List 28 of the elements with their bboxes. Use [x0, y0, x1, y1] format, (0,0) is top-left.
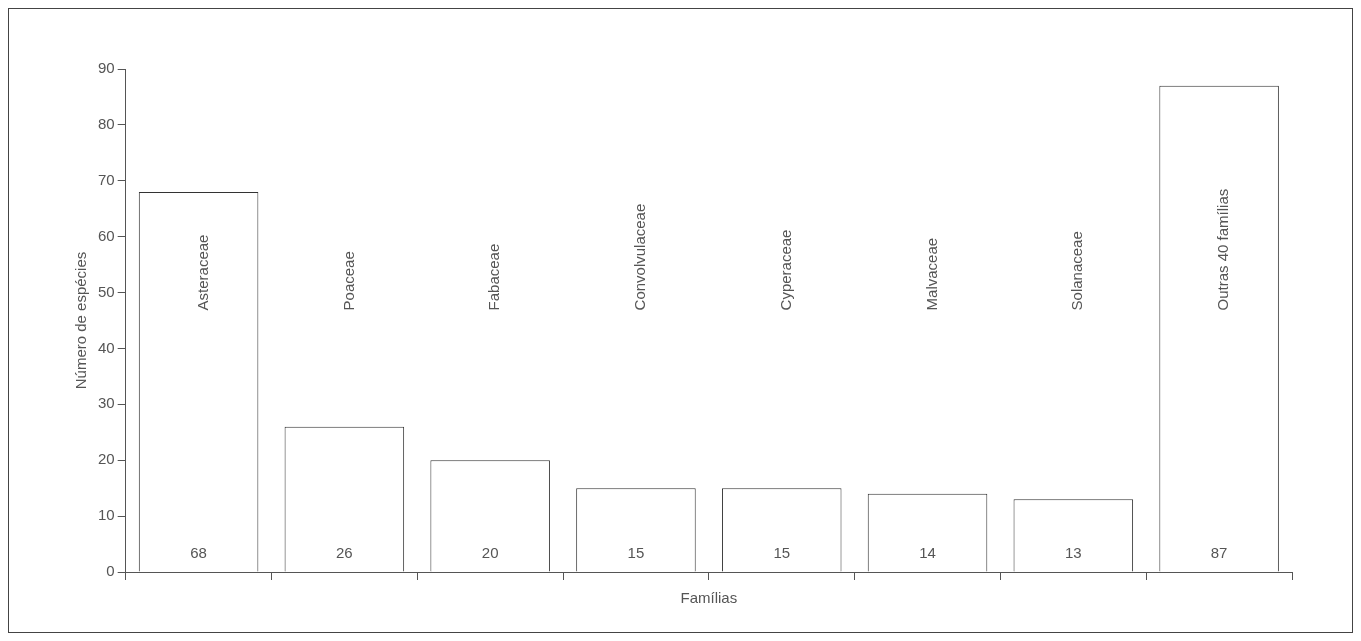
y-tick-label: 60 — [98, 226, 115, 244]
y-tick-label: 10 — [98, 506, 115, 524]
x-tick-label: Outras 40 famílias — [1214, 188, 1232, 311]
x-tick-label: Asteraceae — [193, 234, 211, 311]
y-tick-label: 0 — [106, 562, 115, 580]
x-tick-label: Cyperaceae — [776, 229, 794, 311]
x-tick-label: Convolvulaceae — [631, 203, 649, 311]
y-tick-label: 40 — [98, 338, 115, 356]
data-label: 26 — [336, 544, 353, 562]
y-axis-title: Número de espécies — [72, 251, 90, 390]
x-tick-label: Poaceae — [339, 251, 357, 311]
data-label: 68 — [190, 544, 207, 562]
x-axis-title: Famílias — [680, 589, 738, 607]
data-label: 13 — [1064, 544, 1082, 562]
data-label: 87 — [1210, 544, 1228, 562]
y-tick-label: 70 — [98, 170, 115, 188]
data-label: 14 — [919, 544, 936, 562]
x-tick-label: Malvaceae — [922, 237, 940, 311]
data-label: 15 — [627, 544, 645, 562]
data-label: 20 — [481, 544, 499, 562]
y-tick-label: 50 — [98, 282, 115, 300]
y-tick-label: 90 — [98, 59, 115, 77]
y-tick-label: 80 — [98, 115, 115, 133]
x-tick-label: Solanaceae — [1068, 231, 1086, 311]
data-label: 15 — [773, 544, 791, 562]
x-tick-label: Fabaceae — [485, 243, 503, 311]
y-tick-label: 20 — [98, 450, 115, 468]
y-tick-label: 30 — [98, 394, 115, 412]
